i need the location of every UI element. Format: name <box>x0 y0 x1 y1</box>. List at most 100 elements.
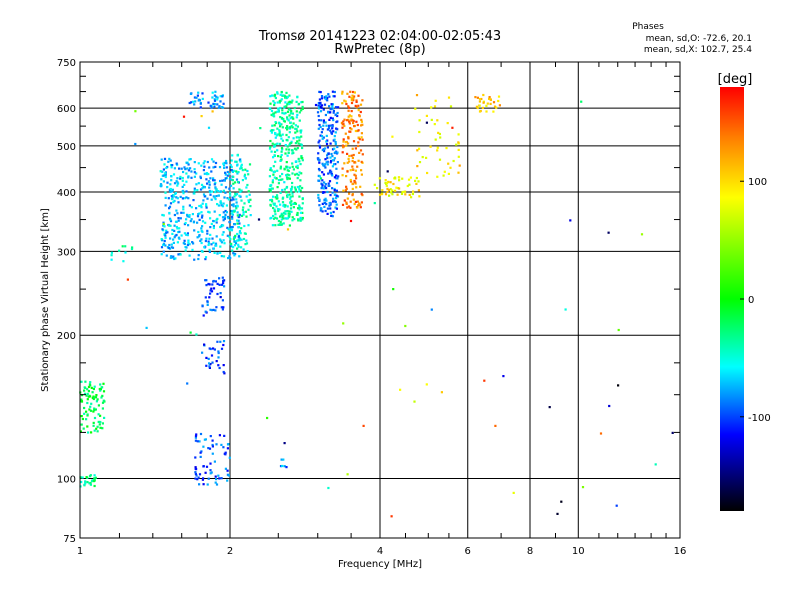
data-point <box>325 134 328 137</box>
data-point <box>332 109 335 112</box>
data-point <box>564 308 567 311</box>
data-point <box>344 132 347 135</box>
data-point <box>327 124 331 127</box>
data-point <box>160 178 163 181</box>
data-point <box>296 96 299 99</box>
data-point <box>271 200 274 203</box>
data-point <box>350 128 353 131</box>
data-point <box>222 364 225 367</box>
data-point <box>285 466 288 469</box>
data-point <box>194 466 197 469</box>
data-point <box>87 431 90 434</box>
data-point <box>286 228 290 231</box>
data-point <box>286 118 289 121</box>
data-point <box>226 226 229 229</box>
data-point <box>415 182 418 185</box>
data-point <box>203 343 206 346</box>
data-point <box>348 106 351 109</box>
data-point <box>233 244 236 247</box>
data-point <box>202 477 205 480</box>
data-point <box>210 290 214 293</box>
data-point <box>276 195 279 198</box>
data-point <box>654 463 657 466</box>
data-point <box>425 156 428 159</box>
data-point <box>327 93 330 96</box>
data-point <box>185 180 188 183</box>
data-point <box>89 405 92 408</box>
data-point <box>197 162 200 165</box>
data-point <box>232 205 235 208</box>
data-point <box>297 190 301 193</box>
data-point <box>202 193 206 196</box>
data-point <box>342 120 345 123</box>
data-point <box>182 208 185 211</box>
data-point <box>318 169 321 172</box>
data-point <box>455 143 458 146</box>
data-point <box>169 183 172 186</box>
data-point <box>297 157 300 160</box>
data-point <box>373 183 376 186</box>
data-point <box>205 465 209 468</box>
data-point <box>298 111 301 114</box>
data-point <box>281 148 284 151</box>
data-point <box>282 222 285 225</box>
data-point <box>280 458 283 461</box>
data-point <box>207 477 210 480</box>
data-point <box>278 100 281 103</box>
data-point <box>320 104 324 107</box>
data-point <box>169 202 173 205</box>
data-point <box>224 467 227 470</box>
data-point <box>483 379 486 382</box>
data-point <box>418 130 421 134</box>
data-point <box>208 186 211 189</box>
data-point <box>279 116 282 119</box>
data-point <box>220 225 223 228</box>
data-point <box>212 347 215 350</box>
data-point <box>489 98 492 101</box>
data-point <box>388 194 391 197</box>
data-point <box>415 94 419 97</box>
data-point <box>173 167 176 170</box>
data-point <box>90 386 93 389</box>
data-point <box>274 177 278 180</box>
data-point <box>357 159 360 162</box>
colorbar-tick-label: 0 <box>748 295 754 306</box>
data-point <box>497 95 501 98</box>
data-point <box>170 194 173 198</box>
data-point <box>207 282 210 286</box>
data-point <box>389 188 392 191</box>
data-point <box>218 105 221 108</box>
data-point <box>231 213 234 216</box>
data-point <box>193 171 196 174</box>
data-point <box>482 93 485 97</box>
data-point <box>219 100 222 103</box>
data-point <box>347 137 350 140</box>
data-point <box>333 138 336 141</box>
data-point <box>328 204 331 207</box>
data-point <box>351 156 354 159</box>
data-point <box>178 167 181 170</box>
data-point <box>168 157 171 160</box>
data-point <box>295 116 298 119</box>
data-point <box>232 237 235 240</box>
data-point <box>244 210 247 213</box>
data-point <box>391 135 394 138</box>
data-point <box>191 213 194 216</box>
data-point <box>279 175 282 178</box>
data-point <box>495 106 498 109</box>
data-point <box>478 98 482 101</box>
data-point <box>209 177 212 180</box>
data-point <box>186 243 189 247</box>
data-point <box>358 202 361 205</box>
data-point <box>343 118 346 121</box>
data-point <box>294 202 297 205</box>
data-point <box>300 109 303 112</box>
data-point <box>331 148 335 151</box>
data-point <box>243 173 247 176</box>
data-point <box>288 210 291 213</box>
phase-info-o: mean, sd,O: -72.6, 20.1 <box>646 34 752 44</box>
data-point <box>209 217 212 220</box>
data-point <box>279 134 283 137</box>
data-point <box>206 303 209 306</box>
